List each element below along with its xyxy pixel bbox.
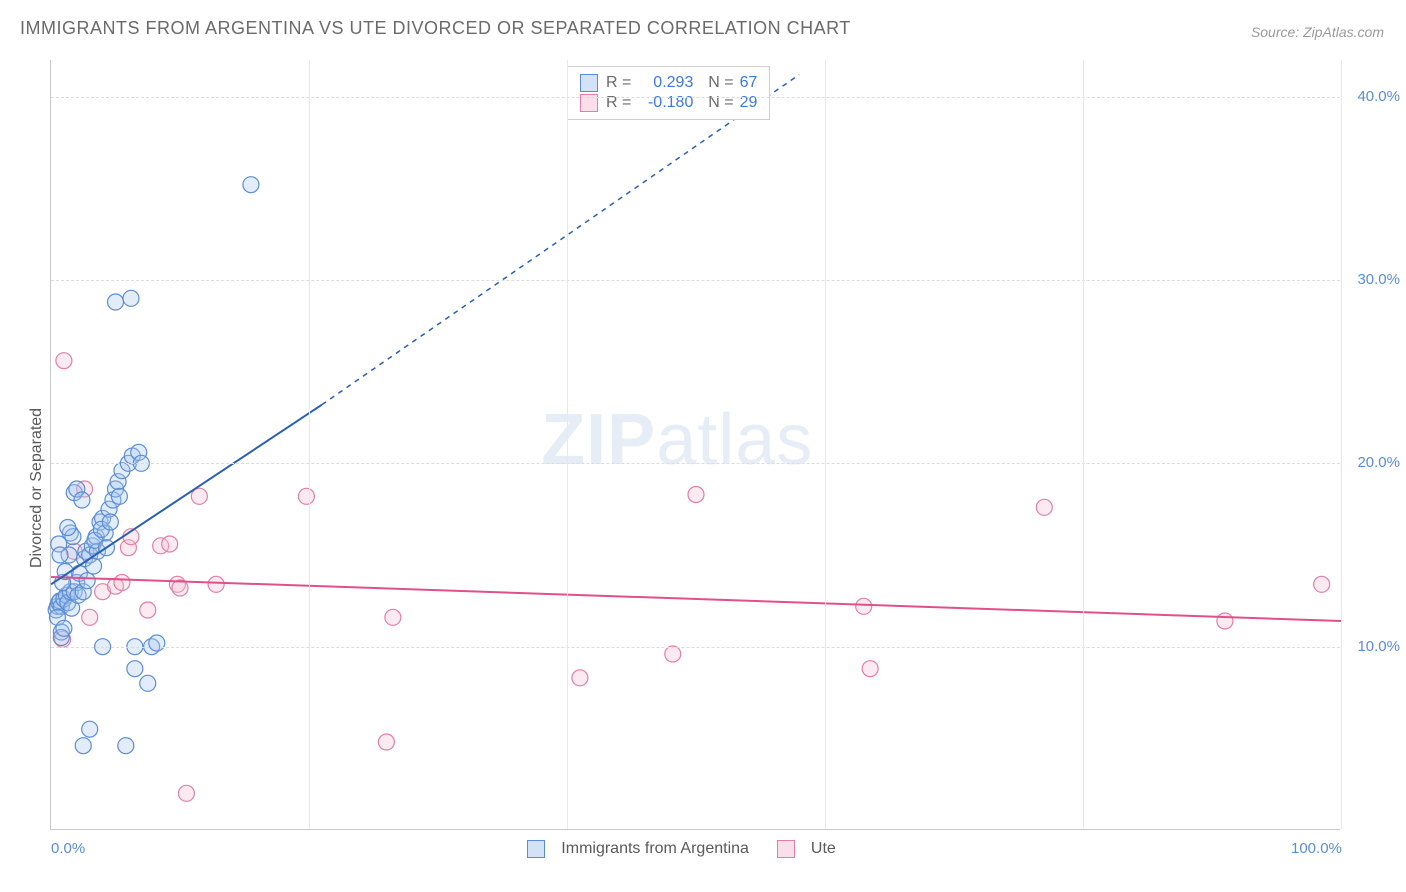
y-tick-label: 20.0% (1357, 454, 1400, 471)
data-point-argentina (75, 738, 91, 754)
gridline-vertical (1341, 60, 1342, 829)
legend-item: Ute (777, 840, 836, 858)
stat-n-value-argentina: 67 (740, 74, 758, 92)
gridline-horizontal (51, 647, 1340, 648)
data-point-argentina (79, 573, 95, 589)
data-point-ute (298, 488, 314, 504)
data-point-argentina (102, 514, 118, 530)
legend-swatch (527, 840, 545, 858)
data-point-argentina (52, 547, 68, 563)
chart-title: IMMIGRANTS FROM ARGENTINA VS UTE DIVORCE… (20, 18, 851, 39)
data-point-ute (178, 785, 194, 801)
data-point-argentina (74, 492, 90, 508)
data-point-argentina (149, 635, 165, 651)
data-point-ute (385, 609, 401, 625)
legend-label: Immigrants from Argentina (561, 840, 749, 858)
legend-label: Ute (811, 840, 836, 858)
data-point-argentina (60, 520, 76, 536)
gridline-horizontal (51, 463, 1340, 464)
y-tick-label: 30.0% (1357, 271, 1400, 288)
data-point-ute (688, 487, 704, 503)
gridline-vertical (825, 60, 826, 829)
gridline-horizontal (51, 280, 1340, 281)
data-point-argentina (82, 721, 98, 737)
data-point-argentina (108, 294, 124, 310)
data-point-argentina (111, 488, 127, 504)
gridline-horizontal (51, 97, 1340, 98)
data-point-argentina (118, 738, 134, 754)
plot-area: ZIPatlas R = 0.293 N = 67R = -0.180 N = … (50, 60, 1340, 830)
data-point-ute (162, 536, 178, 552)
data-point-ute (572, 670, 588, 686)
regression-line (322, 75, 799, 405)
gridline-vertical (567, 60, 568, 829)
data-point-ute (1314, 576, 1330, 592)
source-name: ZipAtlas.com (1303, 24, 1384, 40)
data-point-ute (856, 598, 872, 614)
chart-svg (51, 60, 1341, 830)
data-point-argentina (56, 620, 72, 636)
legend-swatch (777, 840, 795, 858)
regression-line (51, 405, 322, 585)
stats-row-argentina: R = 0.293 N = 67 (580, 73, 757, 93)
x-tick-label: 0.0% (51, 840, 85, 857)
data-point-ute (140, 602, 156, 618)
gridline-vertical (309, 60, 310, 829)
stats-box: R = 0.293 N = 67R = -0.180 N = 29 (567, 66, 770, 120)
data-point-ute (208, 576, 224, 592)
data-point-argentina (140, 675, 156, 691)
legend-item: Immigrants from Argentina (527, 840, 749, 858)
data-point-ute (1036, 499, 1052, 515)
data-point-ute (1217, 613, 1233, 629)
y-tick-label: 10.0% (1357, 638, 1400, 655)
data-point-ute (862, 661, 878, 677)
data-point-argentina (243, 177, 259, 193)
stat-n-label: N = (699, 74, 733, 92)
data-point-ute (378, 734, 394, 750)
y-tick-label: 40.0% (1357, 88, 1400, 105)
legend: Immigrants from Argentina Ute (527, 840, 836, 858)
data-point-argentina (123, 290, 139, 306)
data-point-ute (56, 353, 72, 369)
source-attribution: Source: ZipAtlas.com (1251, 24, 1384, 40)
x-tick-label: 100.0% (1291, 840, 1342, 857)
data-point-ute (114, 575, 130, 591)
data-point-ute (82, 609, 98, 625)
data-point-ute (665, 646, 681, 662)
swatch-argentina (580, 74, 598, 92)
stat-r-label: R = (606, 74, 631, 92)
source-prefix: Source: (1251, 24, 1303, 40)
data-point-argentina (127, 661, 143, 677)
regression-line (51, 577, 1341, 621)
y-axis-label: Divorced or Separated (28, 408, 46, 568)
gridline-vertical (1083, 60, 1084, 829)
stat-r-value-argentina: 0.293 (637, 74, 693, 92)
